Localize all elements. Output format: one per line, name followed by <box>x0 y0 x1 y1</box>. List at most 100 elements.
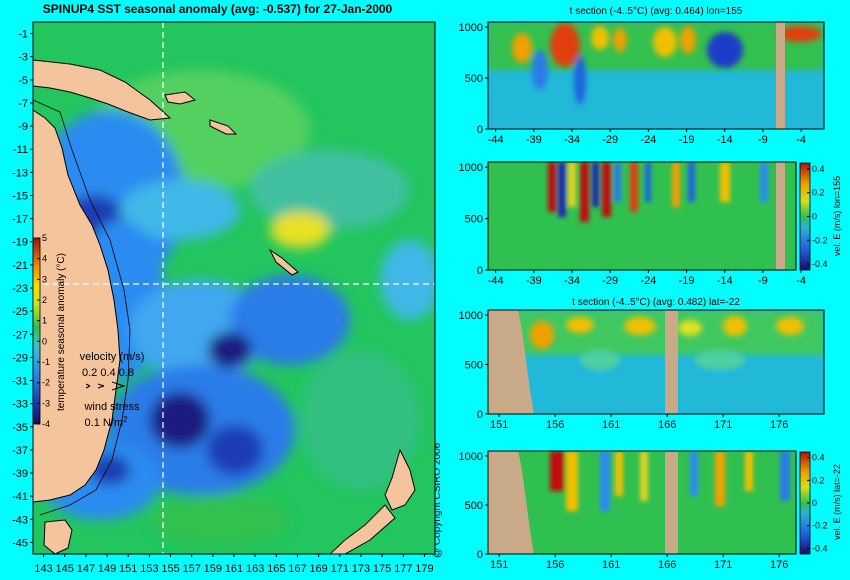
vel-section-lon-x-tick-label: -19 <box>679 275 695 287</box>
land-new-zealand-north <box>384 448 416 511</box>
t-section-lon-y-tick-label: 1000 <box>459 22 483 34</box>
vel-section-lat-x-tick-label: 156 <box>546 559 564 571</box>
map-x-tick-label: 157 <box>183 563 201 575</box>
t-section-lon-x-tick-label: -44 <box>488 134 504 146</box>
velocity-legend-label: velocity (m/s) <box>80 351 145 363</box>
vel-section-lon-plot <box>488 162 796 270</box>
sst-colorbar-tick-label: -4 <box>42 419 50 429</box>
t-section-lon-x-tick-label: -34 <box>564 134 580 146</box>
map-y-tick-label: -43 <box>12 514 28 526</box>
sst-colorbar-tick-label: 5 <box>42 233 47 243</box>
map-y-tick-label: -25 <box>12 306 28 318</box>
t-section-lat-plot <box>488 310 824 414</box>
map-x-tick-label: 153 <box>140 563 158 575</box>
map-x-tick-label: 169 <box>309 563 327 575</box>
vel-section-lat-x-tick-label: 161 <box>602 559 620 571</box>
vel-section-lat-y-tick-label: 500 <box>465 500 483 512</box>
t-section-lon-x-axis: -44 -39 -34 -29 -24 -19 -14 -9 -4 <box>488 129 806 146</box>
map-x-tick-label: 173 <box>352 563 370 575</box>
t-section-lon-x-tick-label: -29 <box>602 134 618 146</box>
map-y-tick-label: -17 <box>12 214 28 226</box>
main-title: SPINUP4 SST seasonal anomaly (avg: -0.53… <box>42 2 393 16</box>
t-section-lon-y-tick-label: 500 <box>465 73 483 85</box>
sst-colorbar-tick-label: 2 <box>42 295 47 305</box>
land-new-britain <box>164 91 197 105</box>
velocity-legend-arrows <box>85 381 126 391</box>
map-y-tick-label: -3 <box>18 52 28 64</box>
map-x-tick-label: 171 <box>331 563 349 575</box>
sst-map <box>33 22 435 554</box>
sst-colorbar-tick-label: 3 <box>42 274 47 284</box>
map-x-tick-label: 159 <box>204 563 222 575</box>
t-section-lon-frame <box>487 21 825 130</box>
land-australia <box>33 109 121 503</box>
vel-section-lon-y-tick-label: 500 <box>465 214 483 226</box>
land-new-caledonia <box>268 248 299 276</box>
sst-colorbar-label: temperature seasonal anomaly (°C) <box>56 253 67 411</box>
vel-section-lat-x-tick-label: 151 <box>490 559 508 571</box>
map-y-axis: -1 -3 -5 -7 -9 -11 -13 -15 -17 -19 -21 -23 -25 -27 -29… <box>12 29 33 549</box>
vel-section-lon-x-tick-label: -34 <box>564 275 580 287</box>
vel-section-lon-field <box>548 162 768 222</box>
t-section-lat-x-tick-label: 161 <box>602 419 620 431</box>
vel-section-lon-nodata <box>776 162 785 270</box>
sst-colorbar-tick-label: -2 <box>42 378 50 388</box>
section-title-lat: t section (-4..5°C) (avg: 0.482) lat=-22 <box>572 297 740 308</box>
map-x-tick-label: 165 <box>267 563 285 575</box>
t-section-lat-y-tick-label: 1000 <box>459 310 483 322</box>
vel-section-lon-frame <box>487 161 797 271</box>
sst-colorbar <box>32 237 41 425</box>
vel-section-lat-y-tick-label: 1000 <box>459 451 483 463</box>
vel-section-lon-x-tick-label: -29 <box>602 275 618 287</box>
vel-section-lon-y-tick-label: 1000 <box>459 162 483 174</box>
t-section-lat-x-axis: 151 156 161 166 171 176 <box>490 414 788 431</box>
map-y-tick-label: -45 <box>12 537 28 549</box>
map-y-tick-label: -29 <box>12 352 28 364</box>
land-new-zealand-south <box>329 504 396 554</box>
vel-colorbar-lat-tick-label: -0.4 <box>812 543 828 553</box>
t-section-lat-y-axis: 0 500 1000 <box>459 310 488 421</box>
vel-section-lon-x-tick-label: -39 <box>526 275 542 287</box>
vel-section-lat-x-tick-label: 171 <box>714 559 732 571</box>
map-y-tick-label: -1 <box>18 29 28 41</box>
sst-colorbar-tick-label: -3 <box>42 398 50 408</box>
map-x-axis: 143 145 147 149 151 153 155 157 159 161 163 165 167 1… <box>34 554 434 575</box>
map-x-tick-label: 175 <box>373 563 391 575</box>
land-solomon-islands <box>209 119 238 135</box>
vel-section-lat-x-axis: 151 156 161 166 171 176 <box>490 554 788 571</box>
land-tasmania <box>43 519 73 554</box>
map-y-tick-label: -41 <box>12 491 28 503</box>
vel-section-lat-field <box>550 451 790 511</box>
map-y-tick-label: -13 <box>12 167 28 179</box>
vel-section-lon-x-tick-label: -4 <box>796 275 806 287</box>
vel-colorbar-lon-tick-label: 0 <box>812 212 817 222</box>
map-y-tick-label: -23 <box>12 283 28 295</box>
t-section-lon-x-tick-label: -14 <box>717 134 733 146</box>
vel-section-lat-x-tick-label: 176 <box>770 559 788 571</box>
vel-section-lat-y-tick-label: 0 <box>477 549 483 561</box>
map-x-tick-label: 149 <box>98 563 116 575</box>
map-x-tick-label: 167 <box>288 563 306 575</box>
wind-legend-scale: 0.1 N/m2 <box>85 415 129 429</box>
t-section-lat-y-tick-label: 500 <box>465 359 483 371</box>
map-y-tick-label: -9 <box>18 121 28 133</box>
map-y-tick-label: -35 <box>12 422 28 434</box>
sst-colorbar-tick-label: -1 <box>42 357 50 367</box>
vel-colorbar-lon-tick-label: -0.4 <box>812 259 828 269</box>
wind-legend-scale-sup: 2 <box>123 415 128 424</box>
t-section-lat-x-tick-label: 151 <box>490 419 508 431</box>
vel-section-lat-land <box>488 451 534 554</box>
t-section-lon-x-tick-label: -19 <box>679 134 695 146</box>
map-x-tick-label: 177 <box>394 563 412 575</box>
land-masses <box>33 59 416 554</box>
map-x-tick-label: 143 <box>34 563 52 575</box>
vel-colorbar-lat-tick-label: 0.4 <box>812 453 825 463</box>
map-y-tick-label: -5 <box>18 75 28 87</box>
vel-section-lon-background <box>488 162 796 270</box>
map-y-tick-label: -27 <box>12 329 28 341</box>
vel-colorbar-lat-tick-label: 0.2 <box>812 475 825 485</box>
vel-colorbar-lat-label: vel. E (m/s) lat=-22 <box>832 464 842 540</box>
t-section-lat-x-tick-label: 156 <box>546 419 564 431</box>
vel-colorbar-lon-tick-label: 0.2 <box>812 188 825 198</box>
